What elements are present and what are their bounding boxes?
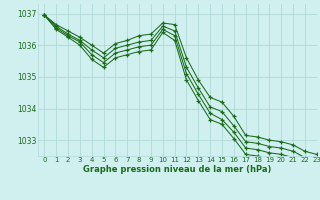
X-axis label: Graphe pression niveau de la mer (hPa): Graphe pression niveau de la mer (hPa) <box>84 165 272 174</box>
